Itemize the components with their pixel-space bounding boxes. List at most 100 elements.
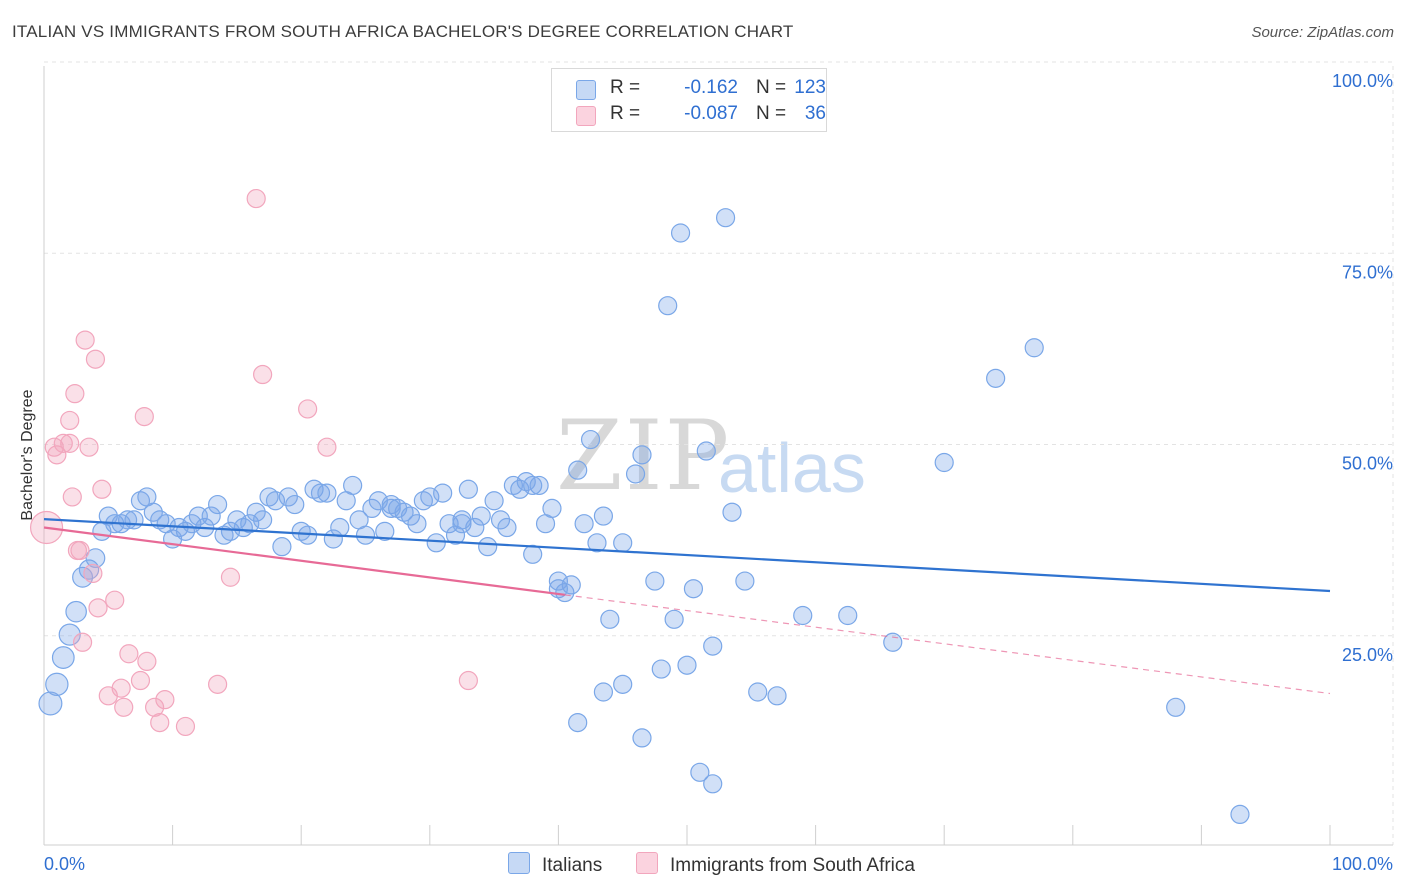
x-tick-label: 0.0% (44, 854, 85, 874)
point-south-africa (134, 407, 154, 427)
bottom-legend-italians[interactable]: Italians (508, 852, 602, 877)
point-italians (490, 510, 511, 530)
point-italians (632, 728, 652, 748)
trend-line-south-africa-extrapolated (564, 594, 1331, 695)
point-italians (240, 514, 260, 534)
x-tick-label: 100.0% (1332, 854, 1393, 874)
legend-n-label: N = (756, 103, 787, 124)
point-italians (632, 445, 652, 465)
point-south-africa (72, 632, 93, 652)
legend-r-value: -0.087 (684, 103, 738, 124)
watermark-zip: ZIP (556, 400, 731, 512)
legend-swatch-south-africa (576, 106, 596, 126)
trend-line-south-africa (43, 526, 565, 596)
point-italians (381, 498, 401, 518)
point-south-africa (83, 563, 103, 584)
point-italians (317, 483, 337, 503)
point-italians (265, 491, 286, 511)
point-italians (767, 686, 787, 706)
point-italians (529, 475, 549, 496)
point-south-africa (62, 487, 82, 507)
point-south-africa (79, 437, 99, 457)
point-south-africa (88, 598, 108, 618)
point-italians (208, 494, 228, 515)
point-italians (45, 672, 69, 697)
point-italians (580, 429, 601, 450)
point-south-africa (111, 678, 131, 698)
point-south-africa (105, 590, 125, 610)
point-italians (400, 506, 421, 526)
point-italians (343, 475, 363, 496)
point-south-africa (246, 188, 266, 209)
point-south-africa (317, 437, 337, 457)
point-italians (690, 762, 710, 782)
point-italians (658, 296, 678, 316)
y-tick-label: 75.0% (1342, 262, 1393, 282)
point-italians (65, 600, 87, 623)
point-south-africa (85, 349, 106, 369)
point-italians (143, 502, 163, 522)
point-italians (703, 774, 723, 794)
point-italians (355, 525, 376, 545)
y-axis-label: Bachelor's Degree (19, 389, 36, 521)
point-italians (272, 537, 292, 557)
point-south-africa (60, 433, 80, 453)
point-italians (715, 208, 736, 228)
point-italians (426, 533, 446, 553)
point-south-africa (144, 697, 165, 717)
point-south-africa (220, 567, 241, 587)
point-italians (278, 487, 298, 507)
point-italians (568, 712, 588, 733)
point-italians (548, 571, 569, 591)
point-italians (703, 636, 723, 656)
point-italians (593, 506, 614, 526)
legend-n-label: N = (756, 77, 787, 98)
point-italians (246, 502, 266, 522)
point-south-africa (175, 716, 196, 737)
legend-label-south-africa: Immigrants from South Africa (670, 855, 915, 876)
y-tick-label: 100.0% (1332, 71, 1393, 91)
legend-swatch-italians (508, 852, 530, 874)
point-italians (201, 506, 221, 526)
point-italians (677, 655, 697, 675)
point-south-africa (53, 433, 73, 453)
point-south-africa (114, 697, 134, 717)
point-italians (362, 498, 382, 518)
legend-swatch-italians (576, 80, 596, 100)
point-italians (38, 691, 63, 716)
legend-r-label: R = (610, 103, 641, 124)
point-italians (497, 517, 517, 538)
point-italians (986, 368, 1006, 388)
point-italians (420, 487, 440, 507)
legend-swatch-south-africa (636, 852, 658, 874)
point-italians (587, 533, 607, 553)
point-italians (664, 609, 684, 629)
point-south-africa (155, 690, 175, 710)
watermark-atlas: atlas (718, 429, 866, 507)
point-italians (510, 479, 530, 499)
point-italians (523, 544, 543, 564)
point-south-africa (70, 540, 90, 561)
chart-title: ITALIAN VS IMMIGRANTS FROM SOUTH AFRICA … (12, 22, 794, 41)
data-points (29, 188, 1250, 825)
point-italians (523, 475, 543, 496)
point-south-africa (253, 364, 273, 385)
point-italians (85, 548, 106, 569)
point-italians (458, 479, 478, 499)
gridlines (44, 61, 1395, 845)
bottom-legend-south-africa[interactable]: Immigrants from South Africa (636, 852, 915, 877)
point-italians (568, 460, 588, 480)
point-italians (722, 502, 742, 522)
point-italians (735, 571, 755, 591)
legend-label-italians: Italians (542, 855, 603, 876)
point-italians (593, 682, 614, 702)
point-south-africa (458, 670, 478, 691)
point-italians (330, 517, 350, 538)
point-south-africa (130, 670, 151, 691)
point-italians (1166, 697, 1186, 717)
point-italians (696, 441, 716, 461)
point-italians (484, 491, 504, 511)
point-italians (1230, 804, 1250, 825)
point-italians (561, 575, 581, 595)
